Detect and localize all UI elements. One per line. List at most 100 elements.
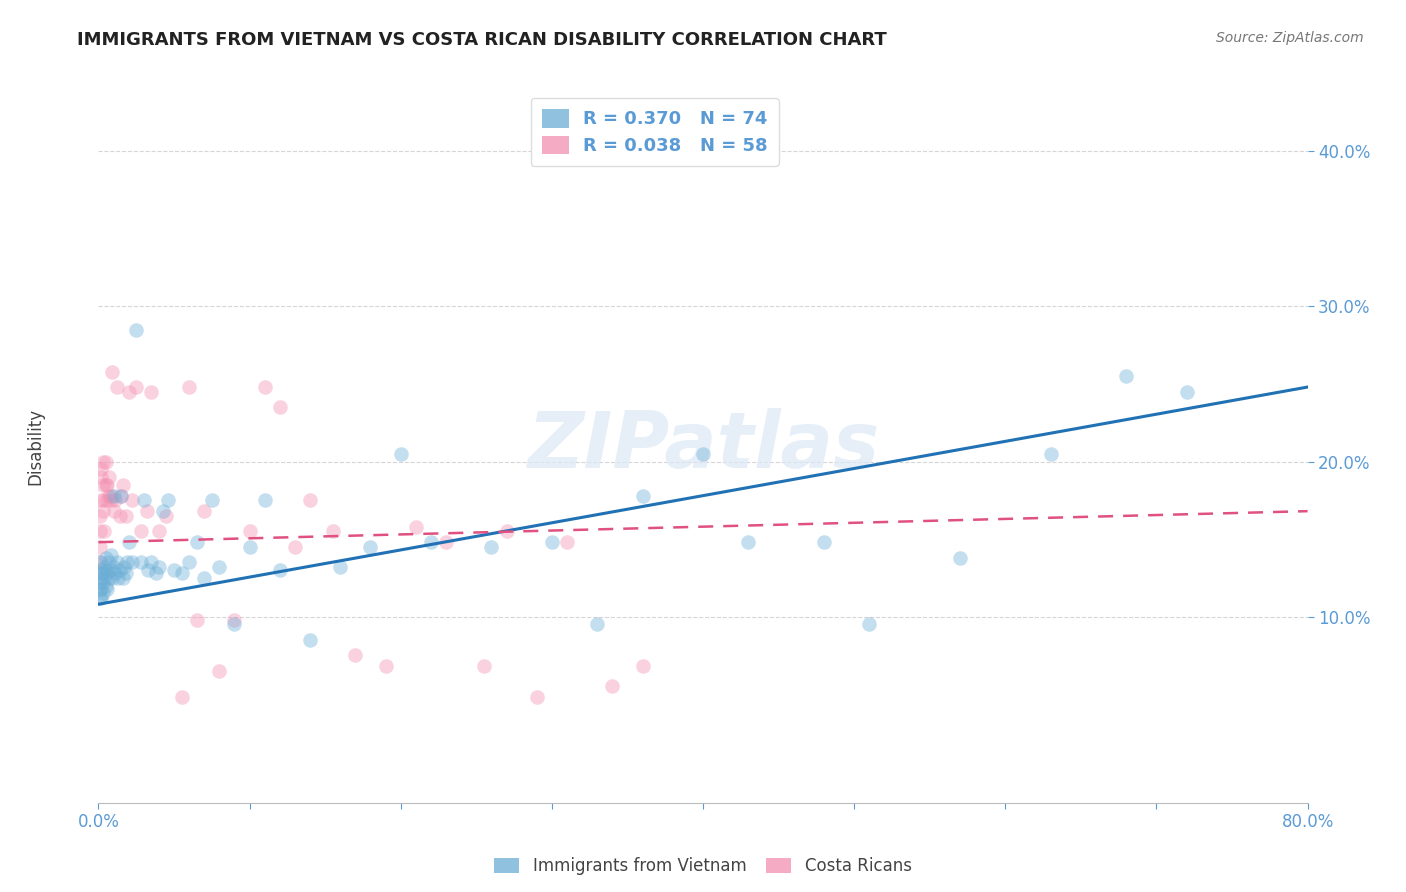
Point [299, 493, 322, 508]
Point [89, 540, 111, 554]
Point [108, 563, 131, 577]
Point [322, 524, 344, 539]
Point [405, 519, 427, 533]
Point [472, 659, 495, 673]
Point [98, 489, 121, 503]
Point [170, 566, 193, 581]
Point [631, 659, 654, 673]
Point [101, 571, 124, 585]
Point [129, 524, 152, 539]
Point [344, 648, 367, 663]
Point [108, 508, 131, 523]
Point [737, 535, 759, 549]
Point [111, 477, 134, 491]
Point [186, 535, 208, 549]
Point [110, 489, 132, 503]
Point [103, 560, 125, 574]
Point [129, 555, 152, 569]
Point [949, 550, 972, 565]
Point [96, 582, 118, 596]
Point [89, 508, 111, 523]
Point [114, 566, 136, 581]
Text: IMMIGRANTS FROM VIETNAM VS COSTA RICAN DISABILITY CORRELATION CHART: IMMIGRANTS FROM VIETNAM VS COSTA RICAN D… [77, 31, 887, 49]
Point [89, 582, 111, 596]
Point [420, 535, 443, 549]
Point [1115, 369, 1137, 384]
Point [94, 550, 117, 565]
Point [90, 571, 112, 585]
Point [179, 380, 201, 394]
Point [135, 504, 157, 518]
Point [434, 535, 457, 549]
Point [91, 504, 114, 518]
Point [269, 563, 291, 577]
Point [148, 560, 170, 574]
Point [540, 535, 562, 549]
Point [118, 384, 141, 399]
Point [107, 571, 129, 585]
Point [98, 571, 121, 585]
Point [179, 555, 201, 569]
Point [121, 493, 143, 508]
Point [148, 524, 170, 539]
Point [93, 493, 115, 508]
Point [89, 566, 111, 581]
Point [224, 613, 246, 627]
Point [91, 575, 114, 590]
Point [96, 566, 118, 581]
Point [90, 462, 112, 476]
Point [155, 508, 177, 523]
Point [239, 540, 262, 554]
Point [201, 493, 224, 508]
Point [152, 504, 174, 518]
Text: ZIPatlas: ZIPatlas [527, 408, 879, 484]
Point [555, 535, 578, 549]
Point [90, 591, 112, 605]
Point [90, 563, 112, 577]
Point [93, 571, 115, 585]
Point [105, 380, 128, 394]
Point [481, 540, 503, 554]
Point [90, 470, 112, 484]
Point [299, 632, 322, 647]
Point [360, 540, 382, 554]
Point [98, 555, 121, 569]
Point [93, 524, 115, 539]
Point [89, 555, 111, 569]
Point [813, 535, 835, 549]
Point [136, 563, 159, 577]
Point [224, 617, 246, 632]
Point [269, 401, 291, 415]
Point [186, 613, 208, 627]
Point [105, 555, 128, 569]
Point [208, 560, 231, 574]
Point [111, 571, 134, 585]
Point [156, 493, 179, 508]
Point [96, 493, 118, 508]
Point [132, 493, 155, 508]
Point [141, 555, 163, 569]
Point [103, 504, 125, 518]
Point [89, 575, 111, 590]
Point [103, 489, 125, 503]
Point [110, 489, 132, 503]
Point [121, 555, 143, 569]
Point [374, 659, 396, 673]
Point [495, 524, 517, 539]
Point [100, 489, 122, 503]
Point [586, 617, 609, 632]
Text: Disability: Disability [27, 408, 44, 484]
Point [284, 540, 307, 554]
Point [125, 380, 148, 394]
Point [112, 560, 135, 574]
Point [94, 563, 117, 577]
Point [100, 563, 122, 577]
Point [91, 454, 114, 468]
Point [526, 690, 548, 705]
Point [253, 380, 276, 394]
Point [858, 617, 880, 632]
Point [125, 323, 148, 337]
Point [170, 690, 193, 705]
Point [692, 447, 714, 461]
Point [93, 560, 115, 574]
